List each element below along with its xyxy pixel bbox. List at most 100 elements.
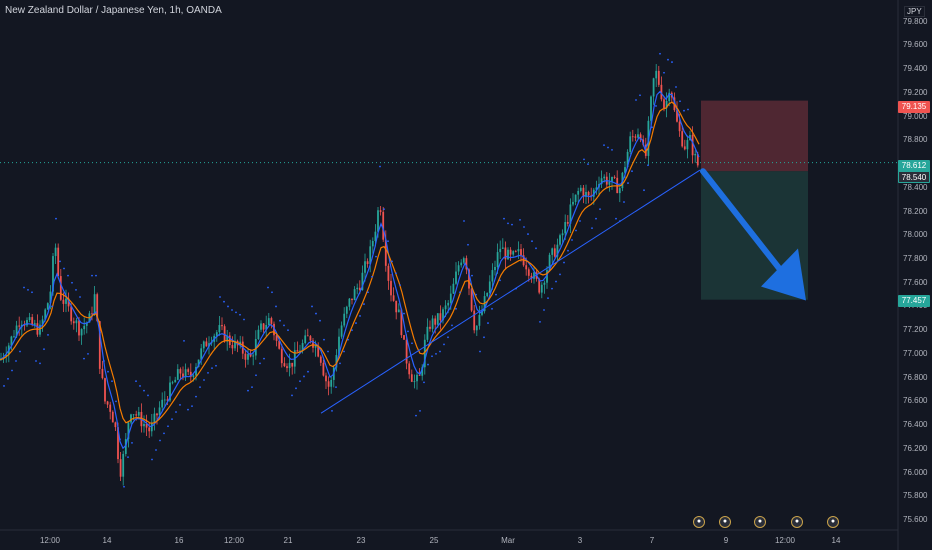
candle-body bbox=[26, 320, 28, 326]
candle-body bbox=[663, 99, 665, 109]
sar-dot bbox=[603, 144, 605, 147]
candle-body bbox=[283, 363, 286, 367]
candle-body bbox=[546, 269, 548, 283]
candle-body bbox=[439, 313, 442, 321]
sar-dot bbox=[207, 371, 209, 374]
candle-body bbox=[93, 294, 96, 314]
candle-body bbox=[691, 134, 694, 156]
sar-dot bbox=[35, 360, 37, 362]
candle-body bbox=[247, 354, 249, 360]
candle-body bbox=[400, 309, 403, 336]
x-tick-label: 7 bbox=[649, 536, 655, 545]
sar-dot bbox=[635, 99, 637, 101]
candle-body bbox=[234, 340, 236, 349]
candle-body bbox=[143, 423, 145, 427]
sar-dot bbox=[471, 274, 473, 277]
sar-dot bbox=[239, 313, 241, 316]
sar-dot bbox=[611, 148, 613, 151]
candle-body bbox=[395, 300, 398, 313]
candle-body bbox=[527, 269, 530, 276]
candle-body bbox=[423, 339, 426, 368]
candle-body bbox=[473, 310, 476, 331]
candle-body bbox=[660, 84, 663, 100]
sar-dot bbox=[115, 400, 117, 403]
candle-body bbox=[319, 356, 322, 363]
candle-body bbox=[629, 136, 632, 152]
sar-dot bbox=[175, 411, 177, 413]
candle-body bbox=[18, 325, 21, 327]
x-tick-label: 25 bbox=[429, 536, 439, 545]
sar-dot bbox=[687, 108, 689, 111]
y-tick-label: 79.000 bbox=[903, 111, 928, 121]
candle-body bbox=[405, 339, 408, 364]
currency-label[interactable]: JPY bbox=[904, 6, 925, 17]
candle-body bbox=[436, 313, 439, 325]
candle-body bbox=[161, 399, 164, 408]
candle-body bbox=[322, 362, 325, 376]
sar-dot bbox=[315, 312, 317, 315]
candle-body bbox=[254, 339, 257, 356]
candle-body bbox=[613, 176, 616, 178]
candle-body bbox=[478, 314, 481, 326]
candle-body bbox=[611, 176, 613, 182]
flag-icon[interactable]: ● bbox=[791, 516, 803, 528]
candle-body bbox=[288, 362, 291, 369]
entry-price-label: 78.540 bbox=[898, 171, 930, 183]
sar-dot bbox=[267, 286, 269, 289]
candle-body bbox=[130, 414, 132, 423]
candle-body bbox=[488, 281, 491, 293]
y-tick-label: 78.000 bbox=[903, 230, 928, 240]
flag-icon[interactable]: ● bbox=[827, 516, 839, 528]
flag-icon[interactable]: ● bbox=[693, 516, 705, 528]
sar-dot bbox=[263, 357, 265, 360]
sar-dot bbox=[571, 239, 573, 241]
sar-dot bbox=[139, 385, 141, 387]
candle-body bbox=[577, 190, 580, 195]
sar-dot bbox=[655, 105, 657, 107]
y-tick-label: 79.400 bbox=[903, 64, 928, 74]
sar-dot bbox=[599, 208, 601, 211]
candle-body bbox=[169, 382, 171, 401]
x-tick-label: Mar bbox=[501, 536, 515, 545]
sar-dot bbox=[523, 226, 525, 228]
sar-dot bbox=[407, 330, 409, 333]
x-tick-label: 12:00 bbox=[223, 536, 245, 545]
candle-body bbox=[171, 382, 174, 384]
sar-dot bbox=[507, 222, 509, 225]
candle-body bbox=[182, 373, 184, 378]
y-tick-label: 77.200 bbox=[903, 325, 928, 335]
candle-body bbox=[187, 369, 190, 372]
candle-body bbox=[135, 414, 138, 416]
candle-body bbox=[460, 262, 463, 266]
candle-body bbox=[13, 336, 15, 338]
flag-icon[interactable]: ● bbox=[719, 516, 731, 528]
candle-body bbox=[338, 336, 340, 356]
candle-body bbox=[530, 275, 533, 279]
candle-body bbox=[486, 292, 489, 297]
sar-dot bbox=[127, 456, 129, 459]
candle-body bbox=[410, 374, 413, 382]
sar-dot bbox=[583, 158, 585, 161]
sar-dot bbox=[579, 220, 581, 222]
candle-body bbox=[75, 320, 78, 324]
y-tick-label: 80.000 bbox=[903, 0, 927, 2]
sar-dot bbox=[151, 458, 153, 461]
candle-body bbox=[348, 298, 351, 307]
candle-body bbox=[257, 329, 260, 340]
candle-body bbox=[192, 375, 195, 377]
candle-body bbox=[457, 265, 460, 272]
candle-body bbox=[637, 134, 639, 138]
target-price-label: 77.457 bbox=[898, 295, 930, 307]
candle-body bbox=[156, 413, 158, 416]
sar-dot bbox=[327, 350, 329, 353]
candle-body bbox=[124, 439, 127, 454]
flag-icon[interactable]: ● bbox=[754, 516, 766, 528]
candle-body bbox=[317, 345, 320, 357]
sar-dot bbox=[391, 260, 393, 263]
candle-body bbox=[184, 369, 187, 378]
sar-dot bbox=[111, 380, 113, 383]
candle-body bbox=[468, 269, 470, 289]
candle-body bbox=[286, 366, 288, 369]
candle-body bbox=[54, 247, 57, 257]
